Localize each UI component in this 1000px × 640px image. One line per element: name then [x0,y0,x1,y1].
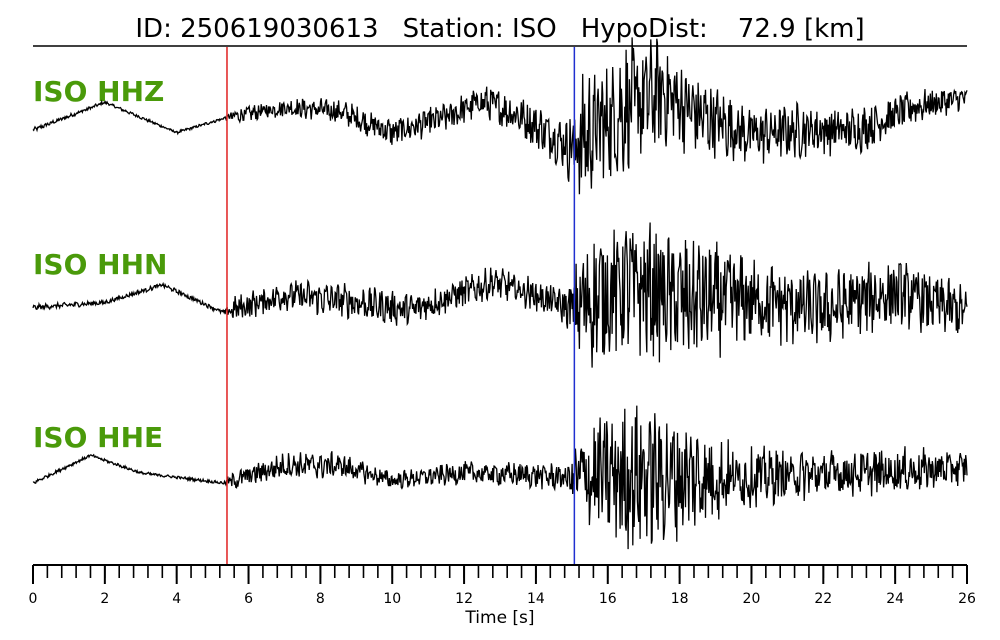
hypodist-label: HypoDist: [581,14,708,44]
x-tick-label: 16 [599,591,617,607]
x-tick-label: 6 [244,591,253,607]
x-tick-label: 8 [316,591,325,607]
waveform-trace [32,37,968,195]
x-tick-label: 10 [383,591,401,607]
station-name: Station: ISO [403,14,557,44]
x-tick-label: 2 [100,591,109,607]
x-tick-label: 4 [172,591,181,607]
x-tick-label: 26 [958,591,976,607]
x-tick-label: 18 [671,591,689,607]
x-tick-label: 22 [814,591,832,607]
channel-label-hhe: ISO HHE [33,421,163,454]
x-tick-label: 20 [743,591,761,607]
waveform-trace [32,222,968,368]
x-tick-label: 0 [29,591,38,607]
channel-label-hhn: ISO HHN [33,248,167,281]
figure-title: ID: 250619030613 Station: ISO HypoDist: 72.… [135,14,864,44]
hypodist-value: 72.9 [km] [738,14,865,44]
time-axis: 0 2 4 6 8 10 12 14 16 18 20 22 24 26 [29,564,976,607]
channel-label-hhz: ISO HHZ [33,75,164,108]
x-axis-label: Time [s] [464,608,534,628]
waveform-trace [32,405,968,550]
x-tick-label: 12 [455,591,473,607]
x-tick-label: 24 [886,591,904,607]
x-tick-label: 14 [527,591,545,607]
event-id: ID: 250619030613 [135,14,378,44]
phase-picks [226,47,576,565]
waveform-traces [32,37,968,550]
